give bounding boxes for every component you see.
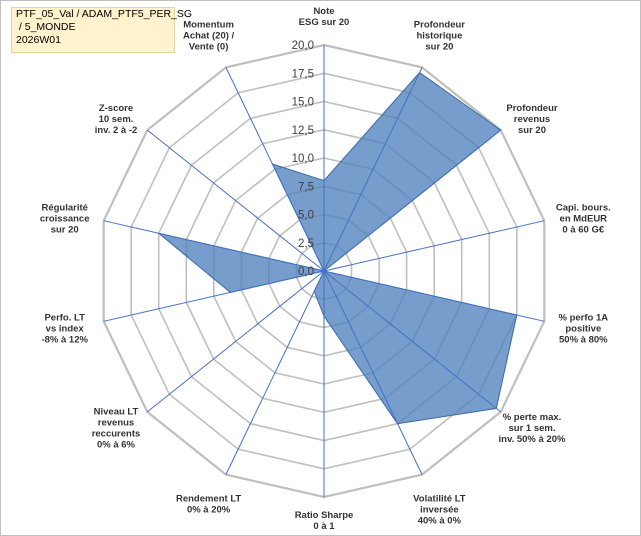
tick-label: 12,5 xyxy=(292,125,314,137)
axis-label-line: Volatilité LT xyxy=(413,493,466,504)
axis-label-line: sur 20 xyxy=(51,224,79,235)
axis-label: Note ESG sur 20 xyxy=(299,6,350,28)
axis-label-line: Profondeur xyxy=(414,20,465,31)
axis-label-line: historique xyxy=(416,31,462,42)
axis-label-line: Z-score xyxy=(99,103,133,114)
axis-spoke xyxy=(323,270,545,322)
axis-label: % perte max. sur 1 sem. inv. 50% à 20% xyxy=(499,412,566,445)
axis-label-line: reccurents xyxy=(92,429,141,440)
axis-spoke xyxy=(323,67,423,272)
axis-spoke xyxy=(146,270,325,413)
tick-label: 7,5 xyxy=(298,181,314,193)
axis-label-line: Profondeur xyxy=(506,103,557,114)
axis-label-line: Achat (20) / xyxy=(183,31,235,42)
axis-label-line: sur 1 sem. xyxy=(509,423,556,434)
tick-label: 0,0 xyxy=(298,266,314,278)
chart-title-line-1: PTF_05_Val / ADAM_PTF5_PER_SG xyxy=(16,8,193,20)
axis-label: Ratio Sharpe 0 à 1 xyxy=(295,510,354,532)
axis-label-line: 0% à 20% xyxy=(187,504,231,515)
axis-label-line: revenus xyxy=(98,418,134,429)
axis-label: Perfo. LT vs index -8% à 12% xyxy=(41,313,88,346)
axis-label-line: 10 sem. xyxy=(99,114,134,125)
tick-label: 10,0 xyxy=(292,153,314,165)
axis-label-line: 40% à 0% xyxy=(418,515,462,526)
axis-label-line: inversée xyxy=(420,504,459,515)
tick-label: 2,5 xyxy=(298,238,314,250)
axis-spoke xyxy=(323,129,502,272)
axis-label: Rendement LT 0% à 20% xyxy=(176,493,241,515)
chart-title-line-2: / 5_MONDE xyxy=(16,21,76,33)
axis-label-line: ESG sur 20 xyxy=(299,17,350,28)
tick-label: 5,0 xyxy=(298,210,314,222)
axis-label-line: inv. 50% à 20% xyxy=(499,434,566,445)
axis-label-line: vs index xyxy=(46,324,85,335)
axis-spoke xyxy=(323,270,502,413)
axis-label-line: 0 à 1 xyxy=(313,521,335,532)
axis-spoke xyxy=(323,270,423,475)
axis-label-line: Note xyxy=(313,6,334,17)
axis-label-line: % perfo 1A xyxy=(558,313,608,324)
axis-label-line: 0% à 6% xyxy=(97,440,136,451)
axis-spoke xyxy=(103,220,325,272)
axis-label-line: en MdEUR xyxy=(560,213,608,224)
radar-axis-labels: Note ESG sur 20 Profondeur historique sur 20… xyxy=(40,6,611,532)
radar-series xyxy=(158,71,518,425)
axis-label-line: -8% à 12% xyxy=(41,335,88,346)
axis-label: Profondeur historique sur 20 xyxy=(414,20,465,53)
axis-label-line: 0 à 60 G€ xyxy=(562,224,604,235)
axis-spoke xyxy=(103,270,325,322)
axis-label-line: 50% à 80% xyxy=(559,335,608,346)
axis-label-line: revenus xyxy=(514,114,550,125)
axis-label-line: % perte max. xyxy=(503,412,562,423)
axis-label-line: Ratio Sharpe xyxy=(295,510,354,521)
chart-title-box: PTF_05_Val / ADAM_PTF5_PER_SG / 5_MONDE … xyxy=(11,7,193,53)
axis-label: Régularité croissance sur 20 xyxy=(40,202,90,235)
series-area xyxy=(158,71,518,425)
axis-label: Capi. bours. en MdEUR 0 à 60 G€ xyxy=(556,202,611,235)
tick-label: 17,5 xyxy=(292,68,314,80)
axis-label: Volatilité LT inversée 40% à 0% xyxy=(413,493,466,526)
tick-label: 15,0 xyxy=(292,97,314,109)
axis-label-line: sur 20 xyxy=(518,125,546,136)
axis-label: Z-score 10 sem. inv. 2 à -2 xyxy=(95,103,138,136)
axis-label-line: inv. 2 à -2 xyxy=(95,125,138,136)
axis-label-line: Momentum xyxy=(183,20,234,31)
axis-label-line: positive xyxy=(565,324,601,335)
axis-label-line: Rendement LT xyxy=(176,493,241,504)
axis-spoke xyxy=(323,220,545,272)
tick-label: 20,0 xyxy=(292,40,314,52)
axis-label: Momentum Achat (20) / Vente (0) xyxy=(183,20,235,53)
axis-label-line: Capi. bours. xyxy=(556,202,611,213)
axis-spoke xyxy=(225,270,325,475)
radar-tick-labels: 0,0 2,5 5,0 7,5 10,0 12,5 15,0 17,5 20,0 xyxy=(292,40,314,278)
chart-title-line-3: 2026W01 xyxy=(16,34,61,46)
axis-spoke xyxy=(225,67,325,272)
axis-label-line: Vente (0) xyxy=(189,42,229,53)
axis-label: % perfo 1A positive 50% à 80% xyxy=(558,313,608,346)
radar-spokes xyxy=(103,45,545,497)
axis-label-line: croissance xyxy=(40,213,90,224)
axis-label: Niveau LT revenus reccurents 0% à 6% xyxy=(92,407,141,451)
axis-label-line: Niveau LT xyxy=(94,407,139,418)
axis-spoke xyxy=(146,129,325,272)
axis-label-line: Perfo. LT xyxy=(44,313,85,324)
axis-label-line: Régularité xyxy=(41,202,87,213)
axis-label: Profondeur revenus sur 20 xyxy=(506,103,557,136)
axis-label-line: sur 20 xyxy=(425,42,453,53)
